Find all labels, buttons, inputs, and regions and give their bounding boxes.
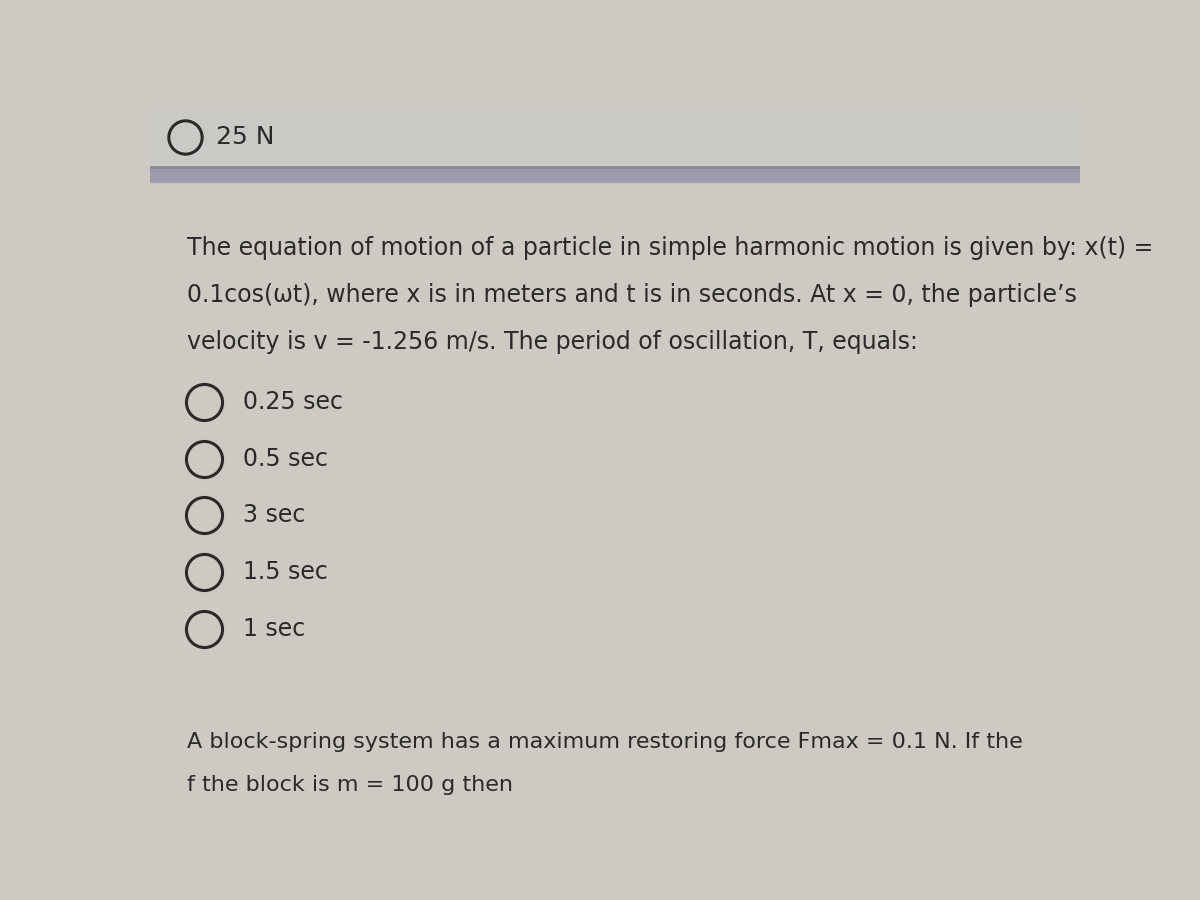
Text: 1.5 sec: 1.5 sec [242,561,328,584]
Text: A block-spring system has a maximum restoring force Fmax = 0.1 N. If the: A block-spring system has a maximum rest… [187,732,1022,752]
Bar [150,108,1080,166]
Text: 1 sec: 1 sec [242,617,305,641]
Text: 0.5 sec: 0.5 sec [242,446,328,471]
Text: 0.25 sec: 0.25 sec [242,390,343,414]
Bar [150,166,1080,182]
Text: The equation of motion of a particle in simple harmonic motion is given by: x(t): The equation of motion of a particle in … [187,236,1153,260]
Text: 25 N: 25 N [216,125,275,149]
Text: 0.1cos(ωt), where x is in meters and t is in seconds. At x = 0, the particle’s: 0.1cos(ωt), where x is in meters and t i… [187,284,1078,307]
Text: velocity is v = -1.256 m/s. The period of oscillation, T, equals:: velocity is v = -1.256 m/s. The period o… [187,330,918,355]
Text: f the block is m = 100 g then: f the block is m = 100 g then [187,775,514,795]
Text: 3 sec: 3 sec [242,503,305,527]
